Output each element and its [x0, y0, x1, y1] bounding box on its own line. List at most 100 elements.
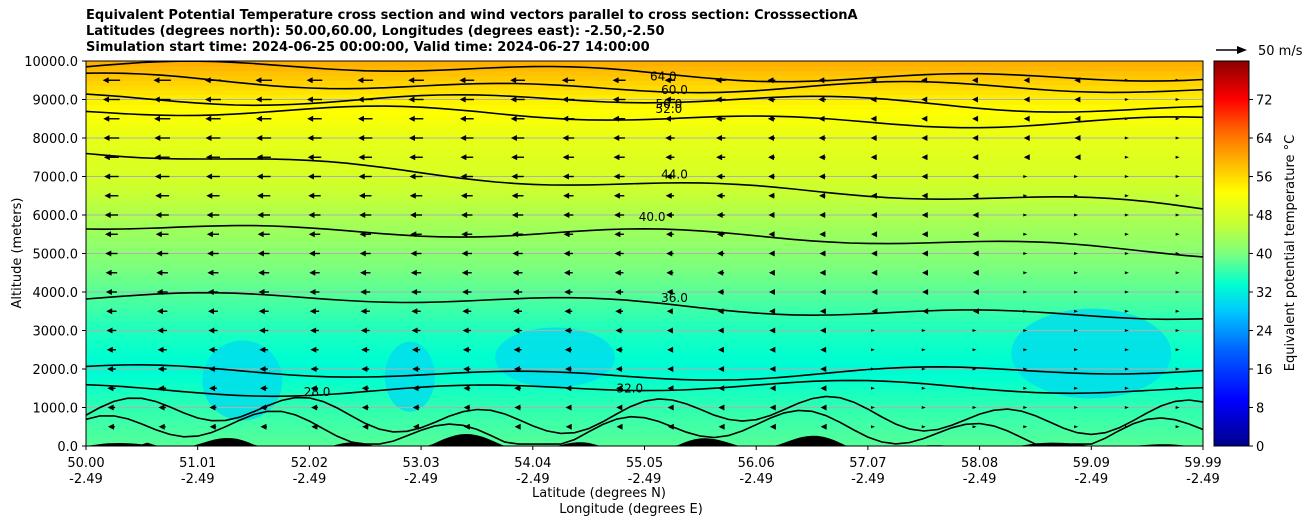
wind-vector-head: [411, 289, 418, 295]
wind-vector-head: [870, 425, 875, 429]
wind-vector-head: [409, 154, 416, 161]
wind-vector-head: [155, 231, 162, 238]
wind-vector-head: [1175, 98, 1180, 101]
plot-area: [86, 61, 1203, 446]
wind-vector-head: [105, 231, 112, 238]
wind-vector-head: [1124, 117, 1129, 121]
colorbar-tick-label: 64: [1256, 132, 1273, 147]
y-tick-label: 9000.0: [33, 94, 79, 109]
y-tick-label: 8000.0: [33, 132, 79, 147]
contour-60.0: [86, 72, 1203, 94]
wind-vector-head: [972, 308, 979, 315]
wind-vector-head: [208, 366, 215, 372]
x-tick-label-lat: 58.08: [961, 456, 998, 471]
wind-vector-head: [769, 327, 776, 334]
wind-vector-head: [311, 423, 318, 430]
wind-vector-head: [921, 406, 926, 409]
wind-vector-head: [155, 212, 162, 218]
x-tick-label-lon: -2.49: [1074, 472, 1108, 487]
wind-vector-head: [871, 289, 878, 295]
wind-vector-head: [260, 404, 267, 411]
wind-vector-head: [158, 385, 165, 392]
wind-vector-head: [715, 96, 722, 103]
contour-label-36.0: 36.0: [661, 291, 688, 305]
wind-vector-head: [207, 308, 214, 315]
wind-vector-head: [158, 404, 165, 411]
wind-vector-head: [1023, 425, 1028, 429]
wind-vector-head: [156, 250, 163, 257]
wind-vector-head: [1175, 425, 1180, 429]
wind-vector-head: [408, 115, 415, 122]
wind-vector-head: [209, 385, 216, 392]
x-tick-label-lat: 55.05: [626, 456, 663, 471]
wind-vector-head: [309, 269, 316, 276]
wind-vector-head: [972, 212, 979, 218]
wind-vector-head: [819, 250, 826, 257]
x-tick-label-lat: 59.09: [1073, 456, 1110, 471]
wind-vector-head: [357, 115, 364, 122]
wind-vector-head: [255, 96, 262, 103]
wind-vector-head: [820, 346, 827, 353]
wind-vector-head: [257, 212, 264, 218]
wind-vector-head: [157, 366, 164, 372]
wind-vector-head: [1074, 348, 1079, 352]
wind-vector-head: [514, 423, 521, 430]
wind-vector-head: [361, 404, 368, 411]
fill-band: [86, 205, 1203, 211]
wind-vector-head: [1124, 98, 1129, 101]
wind-vector-head: [871, 250, 878, 257]
wind-vector-head: [1023, 386, 1028, 390]
wind-vector-head: [565, 385, 572, 392]
wind-vector-head: [870, 406, 875, 409]
wind-vector-head: [1175, 78, 1180, 82]
wind-vector-head: [460, 135, 467, 141]
x-tick-label-lon: -2.49: [739, 472, 773, 487]
wind-vector-head: [1124, 175, 1129, 178]
colorbar-tick-label: 24: [1256, 325, 1273, 340]
fill-band: [86, 263, 1203, 269]
wind-vector-head: [462, 308, 469, 315]
colorbar-tick-label: 8: [1256, 402, 1264, 417]
fill-band: [86, 80, 1203, 86]
fill-band: [86, 311, 1203, 317]
wind-vector-head: [206, 212, 213, 218]
wind-vector-head: [410, 269, 417, 276]
wind-vector-head: [921, 192, 928, 199]
wind-vector-head: [921, 250, 928, 257]
wind-vector-head: [1023, 175, 1028, 178]
wind-vector-head: [613, 154, 620, 161]
wind-vector-head: [819, 269, 826, 276]
wind-vector-head: [257, 231, 264, 238]
wind-vector-head: [462, 327, 469, 334]
contour-64.0: [86, 61, 1203, 83]
fill-band: [86, 306, 1203, 312]
wind-vector-head: [1175, 117, 1180, 121]
wind-vector-head: [564, 289, 571, 295]
wind-vector-head: [870, 329, 875, 332]
wind-vector-head: [462, 346, 469, 353]
fill-band: [86, 243, 1203, 250]
wind-vector-head: [309, 308, 316, 315]
chart-title-line-1: Equivalent Potential Temperature cross s…: [86, 8, 858, 23]
fill-band: [86, 320, 1203, 327]
fill-band: [86, 402, 1203, 409]
fill-band: [86, 282, 1203, 288]
colorbar-label: Equivalent potential temperature °C: [1283, 135, 1298, 371]
fill-band: [86, 349, 1203, 356]
fill-band: [86, 85, 1203, 91]
wind-vector-head: [717, 289, 724, 295]
wind-vector-head: [358, 154, 365, 161]
fill-band: [86, 248, 1203, 255]
wind-vector-head: [1175, 271, 1180, 275]
wind-vector-head: [1124, 309, 1129, 313]
wind-vector-head: [666, 327, 673, 334]
fill-band: [86, 186, 1203, 192]
fill-band: [86, 195, 1203, 202]
contour-40.0: [86, 224, 1203, 258]
wind-vector-head: [769, 423, 776, 430]
fill-band: [86, 267, 1203, 274]
wind-vector-head: [564, 269, 571, 276]
wind-vector-head: [361, 346, 368, 353]
wind-vector-head: [971, 96, 978, 103]
wind-vector-head: [310, 327, 317, 334]
